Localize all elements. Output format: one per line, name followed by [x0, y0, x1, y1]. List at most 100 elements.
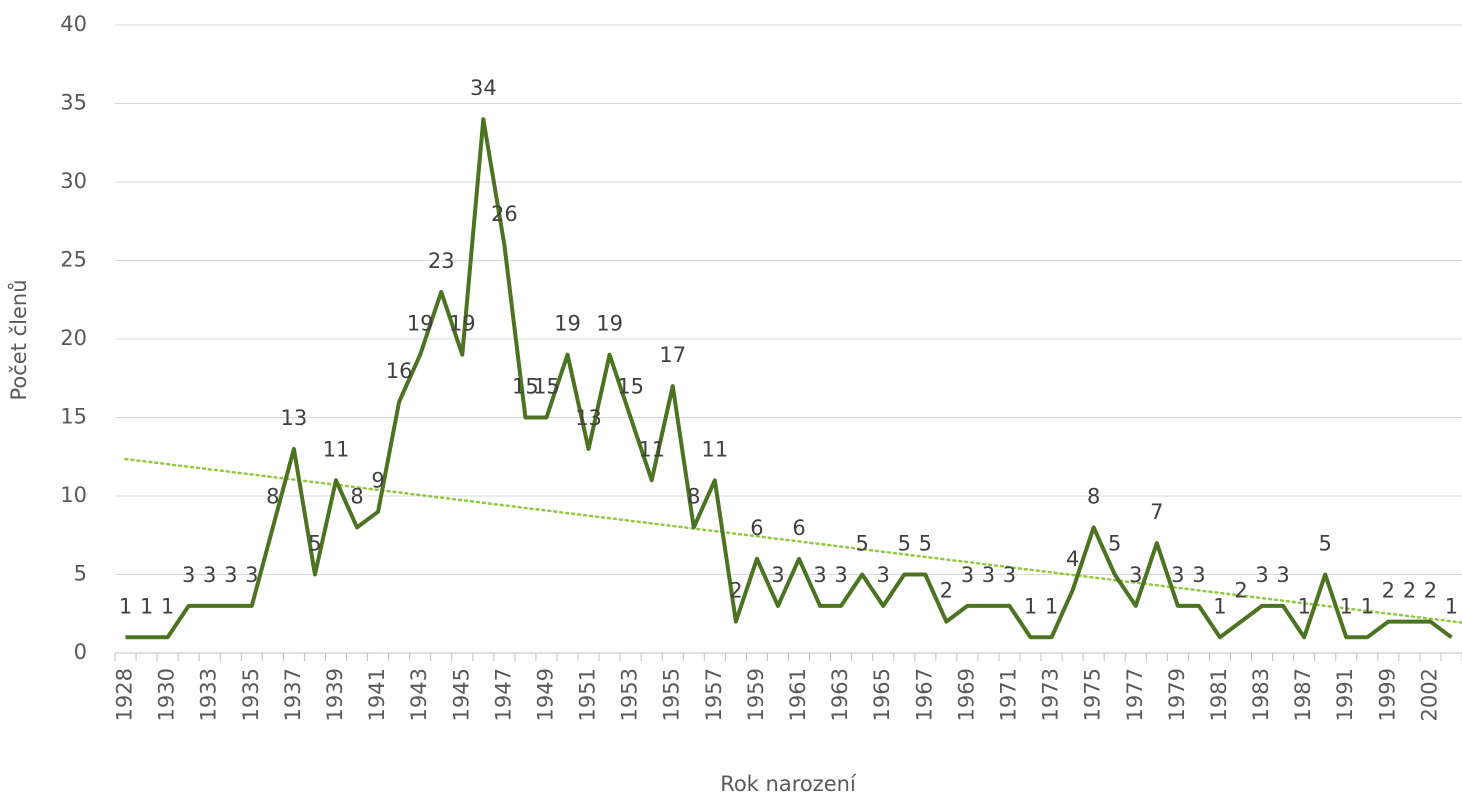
data-label: 5: [308, 532, 321, 556]
data-label: 3: [245, 563, 258, 587]
x-tick-label: 1939: [323, 668, 347, 721]
data-label: 3: [224, 563, 237, 587]
data-label: 3: [182, 563, 195, 587]
data-label: 15: [533, 375, 560, 399]
y-tick-label: 15: [60, 405, 87, 429]
data-label: 3: [813, 563, 826, 587]
data-label: 1: [1361, 594, 1374, 618]
data-label: 9: [371, 469, 384, 493]
data-label: 3: [1129, 563, 1142, 587]
data-label: 11: [638, 437, 665, 461]
x-tick-label: 1967: [912, 668, 936, 721]
data-label: 3: [1192, 563, 1205, 587]
data-label: 5: [898, 532, 911, 556]
data-label: 1: [1340, 594, 1353, 618]
x-tick-label: 1947: [491, 668, 515, 721]
x-tick-label: 1935: [239, 668, 263, 721]
data-label: 11: [323, 437, 350, 461]
data-label: 17: [659, 343, 686, 367]
data-label: 6: [750, 516, 763, 540]
data-label: 8: [350, 484, 363, 508]
data-label: 3: [1255, 563, 1268, 587]
data-label: 15: [617, 375, 644, 399]
data-label: 26: [491, 202, 518, 226]
data-label: 6: [792, 516, 805, 540]
data-label: 23: [428, 249, 455, 273]
data-label: 3: [1276, 563, 1289, 587]
data-label: 5: [1319, 532, 1332, 556]
data-label: 13: [281, 406, 308, 430]
x-tick-label: 1969: [954, 668, 978, 721]
y-tick-label: 25: [60, 248, 87, 272]
data-line: [125, 117, 1453, 640]
data-label: 5: [855, 532, 868, 556]
data-label: 3: [982, 563, 995, 587]
x-tick-label: 1961: [786, 668, 810, 721]
trendline: [124, 457, 1462, 624]
x-tick-label: 1975: [1081, 668, 1105, 721]
x-axis-title: Rok narození: [720, 772, 857, 796]
x-tick-label: 1949: [533, 668, 557, 721]
x-tick-label: 1971: [996, 668, 1020, 721]
x-tick-label: 1973: [1039, 668, 1063, 721]
x-tick-label: 1999: [1375, 668, 1399, 721]
data-label: 8: [266, 484, 279, 508]
x-tick-label: 1941: [365, 668, 389, 721]
data-label: 11: [701, 437, 728, 461]
data-label: 1: [1445, 594, 1458, 618]
x-tick-label: 1951: [576, 668, 600, 721]
x-tick-label: 1933: [197, 668, 221, 721]
data-label: 3: [961, 563, 974, 587]
x-tick-label: 1977: [1123, 668, 1147, 721]
data-label: 19: [407, 312, 434, 336]
x-tick-label: 1955: [660, 668, 684, 721]
data-label: 15: [512, 375, 539, 399]
x-tick-label: 1930: [155, 668, 179, 721]
data-label: 3: [1171, 563, 1184, 587]
x-tick-label: 1981: [1207, 668, 1231, 721]
x-tick-label: 1979: [1165, 668, 1189, 721]
x-tick-label: 1991: [1333, 668, 1357, 721]
data-label: 3: [203, 563, 216, 587]
y-tick-label: 20: [60, 326, 87, 350]
data-label: 13: [575, 406, 602, 430]
data-label: 1: [140, 594, 153, 618]
data-label: 19: [554, 312, 581, 336]
data-label: 1: [1024, 594, 1037, 618]
y-tick-label: 10: [60, 483, 87, 507]
data-label: 2: [1403, 579, 1416, 603]
x-tick-label: 1987: [1291, 668, 1315, 721]
data-label: 3: [1003, 563, 1016, 587]
data-label: 1: [161, 594, 174, 618]
data-label: 2: [729, 579, 742, 603]
data-label: 2: [940, 579, 953, 603]
x-tick-label: 1937: [281, 668, 305, 721]
data-label: 3: [877, 563, 890, 587]
data-label: 4: [1066, 547, 1079, 571]
y-tick-label: 0: [74, 640, 87, 664]
data-label: 3: [834, 563, 847, 587]
x-tick-label: 1965: [870, 668, 894, 721]
data-label: 1: [1045, 594, 1058, 618]
x-tick-label: 1983: [1249, 668, 1273, 721]
y-tick-label: 40: [60, 12, 87, 36]
x-tick-label: 1945: [449, 668, 473, 721]
data-label: 5: [1108, 532, 1121, 556]
data-label: 2: [1234, 579, 1247, 603]
data-label: 8: [687, 484, 700, 508]
data-label: 16: [386, 359, 413, 383]
y-axis-title: Počet členů: [7, 279, 31, 400]
x-tick-label: 1957: [702, 668, 726, 721]
data-label: 19: [596, 312, 623, 336]
x-tick-label: 1953: [618, 668, 642, 721]
y-tick-label: 35: [60, 91, 87, 115]
data-label: 7: [1150, 500, 1163, 524]
data-label: 5: [919, 532, 932, 556]
data-label: 1: [1213, 594, 1226, 618]
data-label: 1: [119, 594, 132, 618]
data-label: 19: [449, 312, 476, 336]
data-label: 1: [1297, 594, 1310, 618]
data-label: 34: [470, 76, 497, 100]
x-tick-label: 2002: [1417, 668, 1441, 721]
